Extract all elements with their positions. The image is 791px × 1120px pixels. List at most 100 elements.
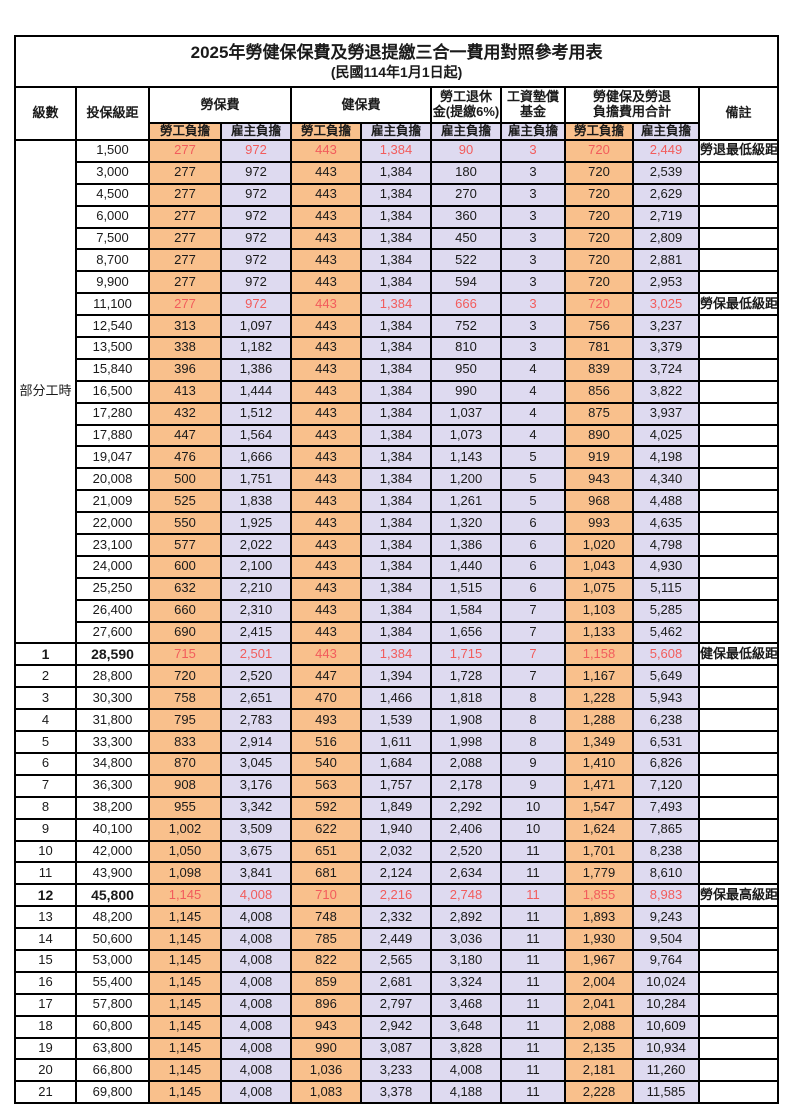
value-cell: 1,228 — [564, 686, 634, 711]
value-cell: 443 — [290, 445, 362, 470]
table-row: 部分工時 1,500 277 972 443 1,384 90 3 720 2,449 勞退最低級距 — [14, 138, 780, 645]
value-cell: 277 — [148, 182, 222, 207]
value-cell: 5,115 — [632, 576, 700, 601]
value-cell: 622 — [290, 817, 362, 842]
value-cell: 11 — [500, 1014, 566, 1039]
remark-cell — [697, 773, 780, 798]
value-cell: 443 — [290, 489, 362, 514]
value-cell: 1,384 — [360, 467, 432, 492]
value-cell: 1,050 — [148, 839, 222, 864]
value-cell: 3 — [500, 204, 566, 229]
value-cell: 3 — [500, 270, 566, 295]
value-cell: 3,087 — [360, 1036, 432, 1061]
value-cell: 810 — [430, 336, 502, 360]
bracket-cell: 25,250 — [75, 576, 150, 601]
value-cell: 4,008 — [430, 1058, 502, 1083]
value-cell: 822 — [290, 948, 362, 973]
table-row: 7 36,300 908 3,176 563 1,757 2,178 9 1,471 7,120 — [14, 773, 780, 798]
table-row: 10 42,000 1,050 3,675 651 2,032 2,520 11 1,701 8,… — [14, 839, 780, 864]
value-cell: 2,216 — [360, 883, 432, 908]
level-cell: 7 — [14, 773, 77, 798]
value-cell: 7 — [500, 620, 566, 645]
value-cell: 1,666 — [220, 445, 292, 470]
value-cell: 1,384 — [360, 620, 432, 645]
value-cell: 4,008 — [220, 905, 292, 930]
level-cell: 2 — [14, 664, 77, 689]
value-cell: 4,488 — [632, 489, 700, 514]
value-cell: 1,444 — [220, 379, 292, 404]
value-cell: 443 — [290, 379, 362, 404]
value-cell: 972 — [220, 270, 292, 295]
remark-cell — [697, 336, 780, 360]
value-cell: 4,008 — [220, 883, 292, 908]
level-cell: 8 — [14, 795, 77, 820]
bracket-cell: 22,000 — [75, 511, 150, 536]
value-cell: 1,133 — [564, 620, 634, 645]
value-cell: 3,180 — [430, 948, 502, 973]
value-cell: 955 — [148, 795, 222, 820]
value-cell: 522 — [430, 248, 502, 273]
remark-cell — [697, 379, 780, 404]
value-cell: 943 — [564, 467, 634, 492]
value-cell: 3 — [500, 248, 566, 273]
title-row: 2025年勞健保保費及勞退提繳三合一費用對照參考用表 (民國114年1月1日起) — [13, 35, 780, 88]
contribution-table: 2025年勞健保保費及勞退提繳三合一費用對照參考用表 (民國114年1月1日起)… — [13, 35, 780, 1105]
value-cell: 550 — [148, 511, 222, 536]
value-cell: 563 — [290, 773, 362, 798]
bracket-cell: 28,800 — [75, 664, 150, 689]
value-cell: 1,624 — [564, 817, 634, 842]
value-cell: 1,394 — [360, 664, 432, 689]
value-cell: 833 — [148, 730, 222, 754]
value-cell: 1,701 — [564, 839, 634, 864]
bracket-cell: 40,100 — [75, 817, 150, 842]
table-row: 11 43,900 1,098 3,841 681 2,124 2,634 11 1,779 8,… — [14, 861, 780, 886]
value-cell: 2,783 — [220, 708, 292, 733]
value-cell: 2,022 — [220, 533, 292, 557]
bracket-cell: 15,840 — [75, 357, 150, 382]
bracket-cell: 69,800 — [75, 1080, 150, 1105]
remark-cell — [697, 576, 780, 601]
remark-cell — [697, 686, 780, 711]
table-row: 16 55,400 1,145 4,008 859 2,681 3,324 11 2,004 10… — [14, 970, 780, 995]
table-row: 8 38,200 955 3,342 592 1,849 2,292 10 1,547 7,493 — [14, 795, 780, 820]
remark-cell — [697, 1080, 780, 1105]
header-sub-row: 勞工負擔 雇主負擔 勞工負擔 雇主負擔 雇主負擔 雇主負擔 勞工負擔 雇主負擔 — [15, 122, 778, 141]
value-cell: 10 — [500, 817, 566, 842]
value-cell: 443 — [290, 204, 362, 229]
value-cell: 795 — [148, 708, 222, 733]
bracket-cell: 42,000 — [75, 839, 150, 864]
table-row: 4,500 277 972 443 1,384 270 3 720 2,629 — [15, 182, 780, 207]
value-cell: 443 — [290, 423, 362, 448]
level-cell: 18 — [14, 1014, 77, 1039]
level-cell: 21 — [14, 1080, 77, 1105]
value-cell: 1,584 — [430, 598, 502, 623]
value-cell: 1,838 — [220, 489, 292, 514]
value-cell: 4,635 — [632, 511, 700, 536]
table-row: 16,500 413 1,444 443 1,384 990 4 856 3,822 — [15, 379, 780, 404]
value-cell: 2,004 — [564, 970, 634, 995]
table-row: 2 28,800 720 2,520 447 1,394 1,728 7 1,167 5,649 — [14, 664, 780, 689]
value-cell: 1,384 — [360, 336, 432, 360]
value-cell: 3,509 — [220, 817, 292, 842]
value-cell: 4,008 — [220, 1036, 292, 1061]
value-cell: 2,041 — [564, 992, 634, 1017]
value-cell: 277 — [148, 139, 222, 163]
remark-cell — [697, 467, 780, 492]
value-cell: 1,440 — [430, 554, 502, 579]
value-cell: 8 — [500, 708, 566, 733]
value-cell: 720 — [564, 248, 634, 273]
header-health-insurance: 健保費 — [290, 86, 432, 124]
value-cell: 3 — [500, 139, 566, 163]
value-cell: 1,103 — [564, 598, 634, 623]
level-cell: 11 — [14, 861, 77, 886]
value-cell: 360 — [430, 204, 502, 229]
subheader-health-employee: 勞工負擔 — [290, 122, 362, 141]
value-cell: 1,855 — [564, 883, 634, 908]
remark-cell — [697, 511, 780, 536]
value-cell: 2,942 — [360, 1014, 432, 1039]
header-total-line1: 勞健保及勞退 — [592, 89, 671, 105]
table-row: 5 33,300 833 2,914 516 1,611 1,998 8 1,349 6,531 — [14, 730, 780, 754]
table-row: 3,000 277 972 443 1,384 180 3 720 2,539 — [15, 160, 780, 185]
value-cell: 5,649 — [632, 664, 700, 689]
